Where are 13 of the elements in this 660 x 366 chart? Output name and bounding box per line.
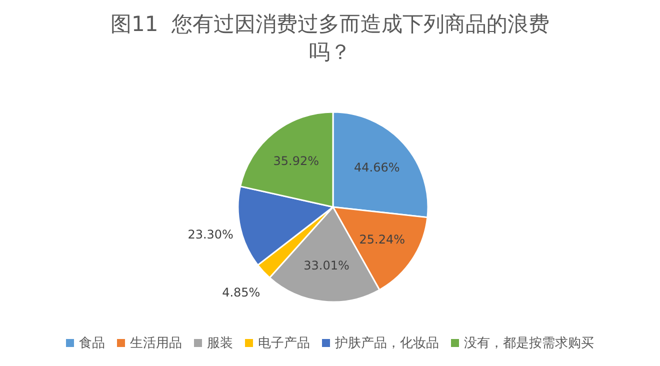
data-label: 4.85% [222, 285, 260, 300]
legend-label: 护肤产品，化妆品 [334, 335, 439, 352]
data-label: 25.24% [359, 232, 406, 247]
data-label: 44.66% [354, 160, 400, 175]
legend-label: 没有，都是按需求购买 [463, 335, 594, 352]
chart-title: 图11 您有过因消费过多而造成下列商品的浪费吗？ [109, 11, 551, 66]
legend-label: 电子产品 [257, 335, 310, 352]
data-label: 23.30% [188, 227, 234, 242]
legend-label: 服装 [206, 335, 233, 352]
data-label: 33.01% [304, 258, 350, 273]
legend-label: 生活用品 [129, 335, 182, 352]
legend-label: 食品 [78, 335, 105, 352]
data-label: 35.92% [273, 154, 320, 168]
